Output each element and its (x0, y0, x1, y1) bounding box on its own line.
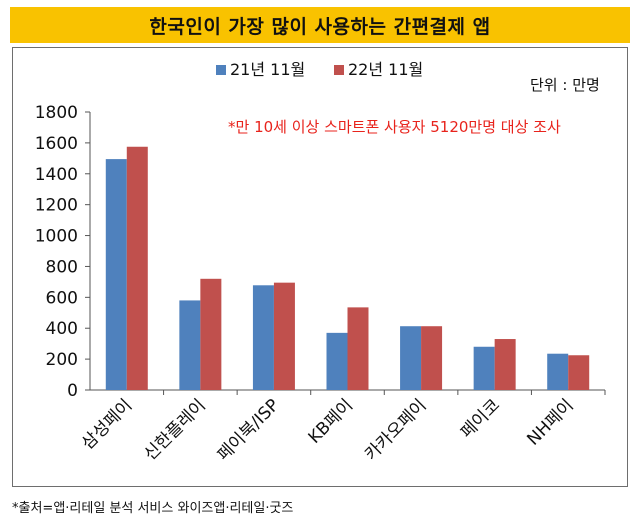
y-tick-label: 0 (67, 381, 78, 401)
x-category-label: 카카오페이 (361, 395, 430, 464)
bar-series2 (421, 326, 443, 390)
bar-series1 (473, 346, 495, 390)
bar-series1 (252, 285, 274, 390)
x-category-label: KB페이 (305, 395, 357, 447)
chart-title-banner: 한국인이 가장 많이 사용하는 간편결제 앱 (10, 7, 630, 43)
bar-series1 (326, 332, 348, 390)
bar-series1 (547, 353, 569, 390)
y-tick-label: 1600 (35, 134, 78, 154)
source-note: *출처=앱·리테일 분석 서비스 와이즈앱·리테일·굿즈 (12, 501, 294, 516)
survey-annotation: *만 10세 이상 스마트폰 사용자 5120만명 대상 조사 (228, 118, 561, 136)
legend-label: 22년 11월 (348, 60, 423, 79)
chart-frame (12, 47, 628, 487)
legend-swatch (334, 65, 344, 75)
legend-label: 21년 11월 (230, 60, 305, 79)
bar-series1 (400, 326, 422, 390)
x-category-label: 페이코 (457, 395, 504, 442)
y-tick-label: 400 (46, 319, 78, 339)
bar-series2 (347, 307, 369, 390)
x-category-label: 신한플레이 (140, 395, 209, 464)
bar-series2 (568, 355, 590, 390)
y-tick-label: 200 (46, 350, 78, 370)
y-tick-label: 800 (46, 257, 78, 277)
y-tick-label: 1400 (35, 165, 78, 185)
bar-series2 (200, 278, 222, 390)
legend-swatch (216, 65, 226, 75)
x-category-label: 삼성페이 (78, 395, 136, 453)
x-category-label: 페이북/ISP (214, 395, 284, 465)
unit-label: 단위 : 만명 (530, 76, 600, 94)
y-tick-label: 1200 (35, 196, 78, 216)
bar-series2 (126, 146, 148, 390)
bar-series2 (494, 339, 516, 390)
y-tick-label: 600 (46, 288, 78, 308)
y-tick-label: 1000 (35, 227, 78, 247)
bar-series1 (105, 159, 127, 390)
y-tick-label: 1800 (35, 103, 78, 123)
bar-series1 (179, 300, 201, 390)
bar-series2 (273, 282, 295, 390)
chart-title: 한국인이 가장 많이 사용하는 간편결제 앱 (149, 15, 491, 38)
x-category-label: NH페이 (523, 395, 577, 449)
